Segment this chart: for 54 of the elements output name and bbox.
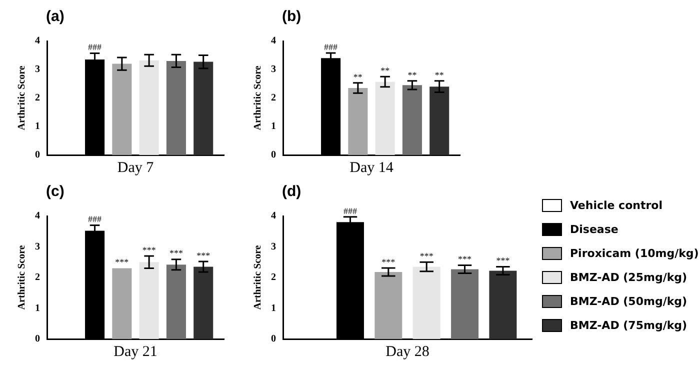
- chart-title: (b): [281, 8, 302, 27]
- y-tick-label: 0: [35, 150, 40, 161]
- data-label: **: [353, 72, 363, 82]
- legend-label: Vehicle control: [570, 198, 662, 212]
- legend-label: BMZ-AD (50mg/kg): [570, 294, 688, 308]
- data-label: ***: [496, 256, 510, 266]
- y-tick-label: 4: [271, 36, 276, 47]
- chart-title: (c): [45, 183, 66, 202]
- data-label: ***: [169, 248, 184, 258]
- x-axis-title: Day 28: [386, 344, 430, 360]
- legend-label: Disease: [570, 222, 618, 236]
- data-label: ###: [88, 214, 102, 224]
- y-tick-label: 1: [271, 121, 276, 132]
- x-axis-title: Day 7: [117, 160, 154, 176]
- data-label: ###: [324, 42, 338, 52]
- data-label: ***: [382, 256, 396, 267]
- y-tick-label: 0: [271, 334, 276, 345]
- y-axis-title: Arthritic Score: [16, 65, 28, 130]
- y-tick-label: 0: [35, 334, 40, 345]
- data-label: ***: [458, 254, 472, 264]
- legend-label: BMZ-AD (25mg/kg): [570, 270, 688, 284]
- y-tick-label: 2: [35, 272, 40, 284]
- data-label: ***: [115, 257, 130, 268]
- y-axis-title: Arthritic Score: [252, 65, 264, 130]
- data-label: **: [408, 70, 418, 80]
- x-axis-title: Day 14: [350, 160, 394, 176]
- data-label: ***: [142, 244, 156, 255]
- y-tick-label: 1: [35, 302, 40, 314]
- data-label: **: [434, 70, 444, 80]
- y-tick-label: 3: [271, 241, 276, 252]
- data-label: ***: [196, 250, 211, 260]
- y-tick-label: 3: [35, 64, 40, 76]
- y-tick-label: 4: [35, 36, 40, 47]
- y-tick-label: 1: [271, 302, 276, 314]
- data-label: ###: [343, 206, 358, 216]
- x-axis-title: Day 21: [114, 344, 158, 360]
- y-tick-label: 2: [271, 92, 276, 104]
- y-tick-label: 4: [271, 210, 276, 222]
- data-label: ***: [420, 250, 434, 261]
- chart-title: (d): [282, 183, 302, 200]
- y-tick-label: 4: [35, 210, 40, 222]
- y-tick-label: 2: [271, 272, 276, 284]
- legend-label: Piroxicam (10mg/kg): [570, 246, 699, 260]
- data-label: ###: [88, 42, 102, 52]
- y-tick-label: 3: [35, 241, 40, 252]
- y-tick-label: 1: [35, 121, 40, 132]
- y-tick-label: 3: [271, 64, 276, 76]
- legend-label: BMZ-AD (75mg/kg): [570, 318, 688, 332]
- data-label: **: [380, 65, 390, 76]
- y-axis-title: Arthritic Score: [252, 244, 264, 310]
- chart-title: (a): [45, 8, 66, 27]
- y-tick-label: 0: [271, 150, 276, 161]
- y-axis-title: Arthritic Score: [16, 244, 28, 310]
- y-tick-label: 2: [35, 92, 40, 104]
